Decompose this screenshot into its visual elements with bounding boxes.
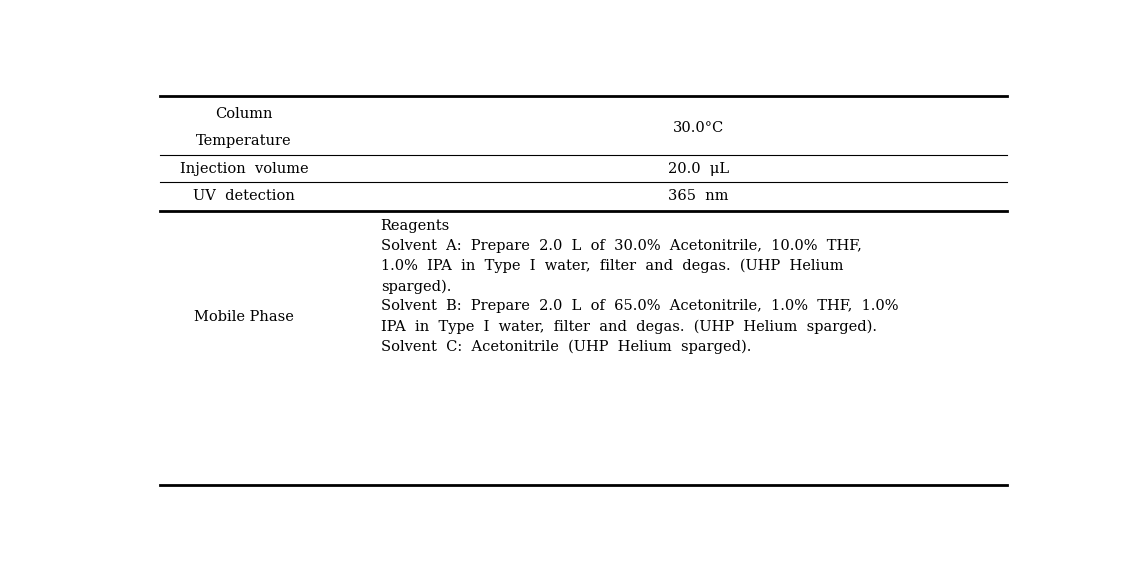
Text: Column: Column <box>215 107 272 121</box>
Text: Injection  volume: Injection volume <box>180 162 309 176</box>
Text: UV  detection: UV detection <box>192 189 295 204</box>
Text: Solvent  C:  Acetonitrile  (UHP  Helium  sparged).: Solvent C: Acetonitrile (UHP Helium spar… <box>380 340 751 354</box>
Text: Solvent  A:  Prepare  2.0  L  of  30.0%  Acetonitrile,  10.0%  THF,: Solvent A: Prepare 2.0 L of 30.0% Aceton… <box>380 239 861 253</box>
Text: Mobile Phase: Mobile Phase <box>194 310 294 324</box>
Text: sparged).: sparged). <box>380 279 451 294</box>
Text: Solvent  B:  Prepare  2.0  L  of  65.0%  Acetonitrile,  1.0%  THF,  1.0%: Solvent B: Prepare 2.0 L of 65.0% Aceton… <box>380 299 899 314</box>
Text: 1.0%  IPA  in  Type  I  water,  filter  and  degas.  (UHP  Helium: 1.0% IPA in Type I water, filter and deg… <box>380 259 843 273</box>
Text: 30.0°C: 30.0°C <box>673 121 724 136</box>
Text: 365  nm: 365 nm <box>669 189 729 204</box>
Text: 20.0  μL: 20.0 μL <box>667 162 729 176</box>
Text: Reagents: Reagents <box>380 219 450 233</box>
Text: IPA  in  Type  I  water,  filter  and  degas.  (UHP  Helium  sparged).: IPA in Type I water, filter and degas. (… <box>380 319 877 334</box>
Text: Temperature: Temperature <box>196 134 292 149</box>
